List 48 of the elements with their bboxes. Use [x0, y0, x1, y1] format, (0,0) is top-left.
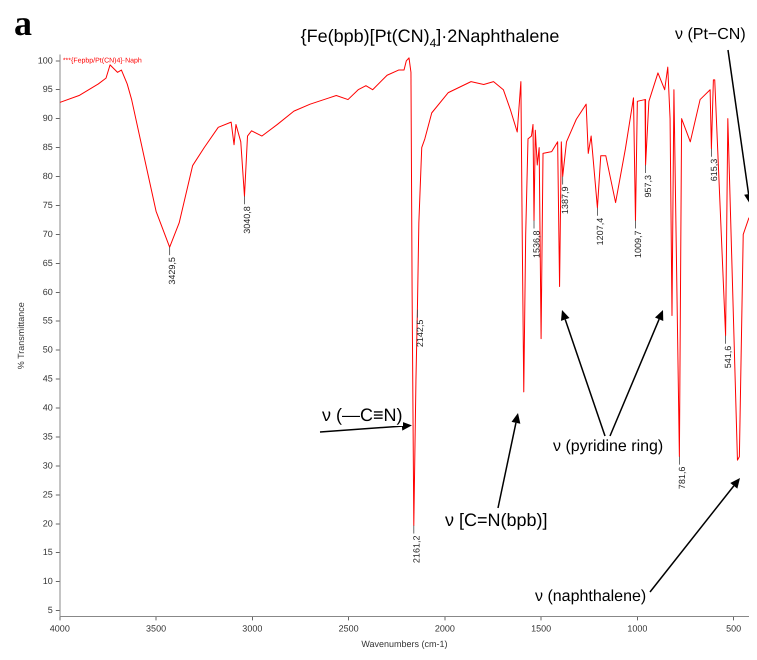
- x-tick-label: 2000: [434, 623, 455, 634]
- x-tick-label: 2500: [338, 623, 359, 634]
- x-tick-label: 1500: [531, 623, 552, 634]
- y-tick-label: 15: [42, 547, 53, 558]
- annotation: 781,6: [676, 466, 687, 490]
- y-tick-label: 70: [42, 228, 53, 239]
- text: ν (Pt−CN): [675, 26, 746, 44]
- y-tick-label: 60: [42, 286, 53, 297]
- y-tick-label: 10: [42, 576, 53, 586]
- annotation: 1009,7: [632, 230, 643, 258]
- annotation: 2142,5: [414, 320, 425, 348]
- annotation: 1387,9: [560, 186, 570, 214]
- annotation: ν (pyridine ring): [553, 438, 664, 456]
- annotation: 1536,8: [531, 230, 542, 258]
- annotation: 957,3: [643, 174, 654, 198]
- y-tick-label: 40: [42, 402, 53, 413]
- x-tick-label: 500: [726, 623, 742, 634]
- x-tick-label: 3500: [146, 623, 166, 634]
- annotation: 541,6: [723, 346, 734, 368]
- y-tick-label: 65: [42, 258, 53, 268]
- y-tick-label: 95: [42, 84, 53, 94]
- annotation: 3040,8: [242, 206, 252, 234]
- annotation: 2161,2: [411, 536, 422, 564]
- y-tick-label: 55: [42, 316, 53, 326]
- text: a: [14, 2, 32, 44]
- y-tick-label: 75: [42, 200, 53, 210]
- x-tick-label: 1000: [627, 623, 648, 634]
- x-axis-title: Wavenumbers (cm-1): [361, 639, 448, 650]
- annotation: 615,3: [708, 158, 719, 182]
- y-tick-label: 45: [42, 374, 53, 384]
- y-tick-label: 20: [42, 518, 53, 528]
- y-tick-label: 5: [48, 605, 53, 616]
- y-tick-label: 90: [42, 113, 53, 124]
- annotation: 1207,4: [594, 218, 605, 246]
- annotation: ν [C=N(bpb)]: [445, 510, 548, 531]
- y-tick-label: 100: [38, 55, 53, 66]
- annotation: ν (naphthalene): [535, 588, 646, 606]
- y-tick-label: 35: [42, 431, 53, 442]
- x-tick-label: 3000: [242, 623, 262, 634]
- y-tick-label: 50: [42, 344, 53, 355]
- annotation: ν (—C≡N): [322, 405, 402, 426]
- annotation: 3429,5: [167, 257, 178, 285]
- y-tick-label: 85: [42, 142, 53, 152]
- x-tick-label: 4000: [50, 623, 70, 634]
- y-axis-title: % Transmittance: [16, 302, 26, 370]
- y-tick-label: 30: [42, 460, 53, 470]
- y-tick-label: 25: [42, 489, 53, 500]
- y-tick-label: 80: [42, 171, 53, 182]
